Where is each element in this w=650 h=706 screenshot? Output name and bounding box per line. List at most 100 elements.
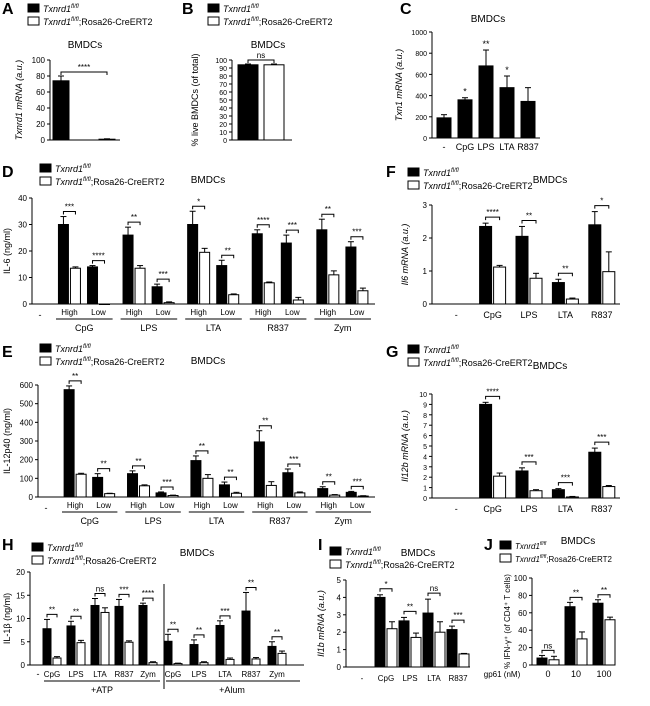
legend-E: Txnrd1fl/fl Txnrd1fl/fl;Rosa26-CreERT2	[39, 343, 165, 367]
sig-label-LPS-Low: ***	[162, 478, 171, 487]
bar-ctrl-CpG	[374, 596, 386, 668]
bar-ko-R837	[251, 658, 261, 666]
bar-ctrl-R837	[588, 451, 602, 499]
bar-ko-CpG-High	[69, 267, 81, 305]
legend-label-ko: Txnrd1fl/fl;Rosa26-CreERT2	[55, 177, 165, 187]
y-tick-label: 0	[423, 136, 427, 143]
sig-bracket	[521, 219, 537, 224]
legend-swatch-black	[407, 344, 420, 354]
bar-ko-R837	[458, 653, 470, 668]
legend-swatch-white	[31, 555, 44, 565]
x-group-label-R837: R837	[269, 516, 291, 526]
sig-label-R837: ***	[453, 611, 462, 620]
x-tick-label-LPS: LPS	[68, 670, 83, 679]
x-group-label-R837: R837	[267, 323, 289, 333]
sig-label-R837: ***	[597, 433, 606, 442]
bar-ctrl-LTA-Low	[216, 265, 228, 305]
y-tick-label: 2	[423, 475, 427, 482]
y-tick-label: 10	[419, 392, 427, 399]
bar-ctrl-CpG-High	[63, 389, 75, 498]
y-tick-label: 9	[423, 402, 427, 409]
sig-bracket	[132, 465, 146, 469]
legend-swatch-white	[207, 16, 220, 26]
y-tick-label: 20	[16, 568, 25, 577]
x-sublabel-High: High	[130, 501, 146, 510]
bar-ctrl-LPS	[515, 235, 529, 305]
sig-label-R837-High: **	[262, 417, 268, 426]
bar-ctrl-LPS	[478, 65, 494, 139]
legend-swatch-white	[39, 356, 52, 366]
bar-ctrl-10	[564, 606, 576, 666]
x-tick-label-R837: R837	[448, 674, 468, 683]
bar-ko-LTA	[434, 631, 446, 668]
legend-label-ko-ctrl: Txnrd1fl/fl	[43, 4, 79, 14]
sig-label-CpG-High: **	[72, 372, 78, 381]
legend-swatch-black	[39, 163, 52, 173]
bar-ko-LTA	[100, 611, 110, 666]
sig-bracket	[70, 615, 82, 620]
sig-label-LPS: **	[526, 211, 532, 220]
y-tick-label: 400	[415, 94, 427, 101]
legend-label-ko-ctrl: Txnrd1fl/fl	[55, 164, 91, 174]
chart-title-H: BMDCs	[180, 548, 214, 559]
y-axis-label-A: Txnrd1 mRNA (a.u.)	[14, 60, 24, 140]
bar-ko-R837-Low	[294, 492, 306, 498]
bar-ctrl-R837-Low	[282, 472, 294, 498]
y-axis-label-C: Txn1 mRNA (a.u.)	[394, 49, 404, 121]
bar-ko-CpG	[173, 663, 183, 666]
sig-label-CpG: ****	[486, 387, 498, 396]
sig-label-Zym-Low: ***	[352, 228, 361, 237]
x-group-label-LPS: LPS	[145, 516, 162, 526]
y-tick-label: 20	[219, 122, 227, 129]
sig-label-LTA: ***	[220, 607, 229, 616]
y-tick-label: 60	[36, 88, 45, 97]
x-group-label-alum: +Alum	[219, 685, 245, 695]
x-tick-label-LTA: LTA	[499, 142, 514, 152]
bar-ko-LPS	[529, 277, 543, 305]
legend-F: Txnrd1fl/fl Txnrd1fl/fl;Rosa26-CreERT2	[407, 167, 533, 191]
bar-ko-CpG-Low	[104, 493, 116, 498]
y-tick-label: 0	[337, 663, 342, 672]
x-tick-label--: -	[455, 504, 458, 514]
y-axis-label-B: % live BMDCs (of total)	[190, 53, 200, 146]
x-sublabel-High: High	[126, 308, 142, 317]
legend-swatch-white	[407, 180, 420, 190]
bar-ko-LTA	[565, 298, 579, 305]
sig-label-R837-Low: ***	[288, 221, 297, 230]
legend-swatch-black	[329, 546, 342, 556]
x-tick-label-10: 10	[571, 669, 581, 679]
y-tick-label: 50	[219, 98, 227, 105]
sig-bracket	[350, 485, 364, 490]
x-sublabel-Low: Low	[350, 308, 365, 317]
bar-ko-LPS-High	[139, 485, 151, 498]
x-tick-label-R837: R837	[591, 310, 613, 320]
sig-bracket	[557, 482, 573, 486]
bar-ko-LTA-Low	[228, 294, 240, 305]
y-tick-label: 6	[423, 434, 427, 441]
bar-ctrl-Zym-High	[316, 229, 328, 305]
sig-label-R837: ***	[119, 585, 128, 594]
x-tick-label-LPS: LPS	[477, 142, 494, 152]
bar-ctrl-R837	[241, 610, 251, 666]
x-sublabel-High: High	[255, 308, 271, 317]
sig-label-LTA: ns	[430, 584, 438, 593]
legend-A: Txnrd1fl/fl Txnrd1fl/fl;Rosa26-CreERT2	[27, 3, 153, 27]
legend-label-ko-ctrl: Txnrd1fl/fl	[423, 168, 459, 178]
x-sublabel-Low: Low	[287, 501, 302, 510]
x-group-label-CpG: CpG	[80, 516, 99, 526]
sig-label-LPS-High: **	[131, 213, 137, 222]
sig-label-LPS-Low: ***	[158, 270, 167, 279]
sig-label-LTA-High: *	[197, 197, 200, 206]
panel-letter-J: J	[484, 537, 493, 554]
bar-ctrl-R837	[588, 224, 602, 305]
panel-letter-E: E	[2, 344, 13, 361]
x-sublabel-High: High	[61, 308, 77, 317]
x-tick-label-100: 100	[596, 669, 611, 679]
bar-ko-CpG	[493, 266, 507, 305]
y-tick-label: 100	[215, 58, 227, 65]
y-axis-label-H: IL-1β (ng/ml)	[2, 593, 12, 644]
panel-letter-I: I	[318, 537, 322, 554]
panel-letter-C: C	[400, 1, 412, 18]
sig-bracket	[156, 278, 170, 283]
chart-title-I: BMDCs	[401, 548, 435, 559]
